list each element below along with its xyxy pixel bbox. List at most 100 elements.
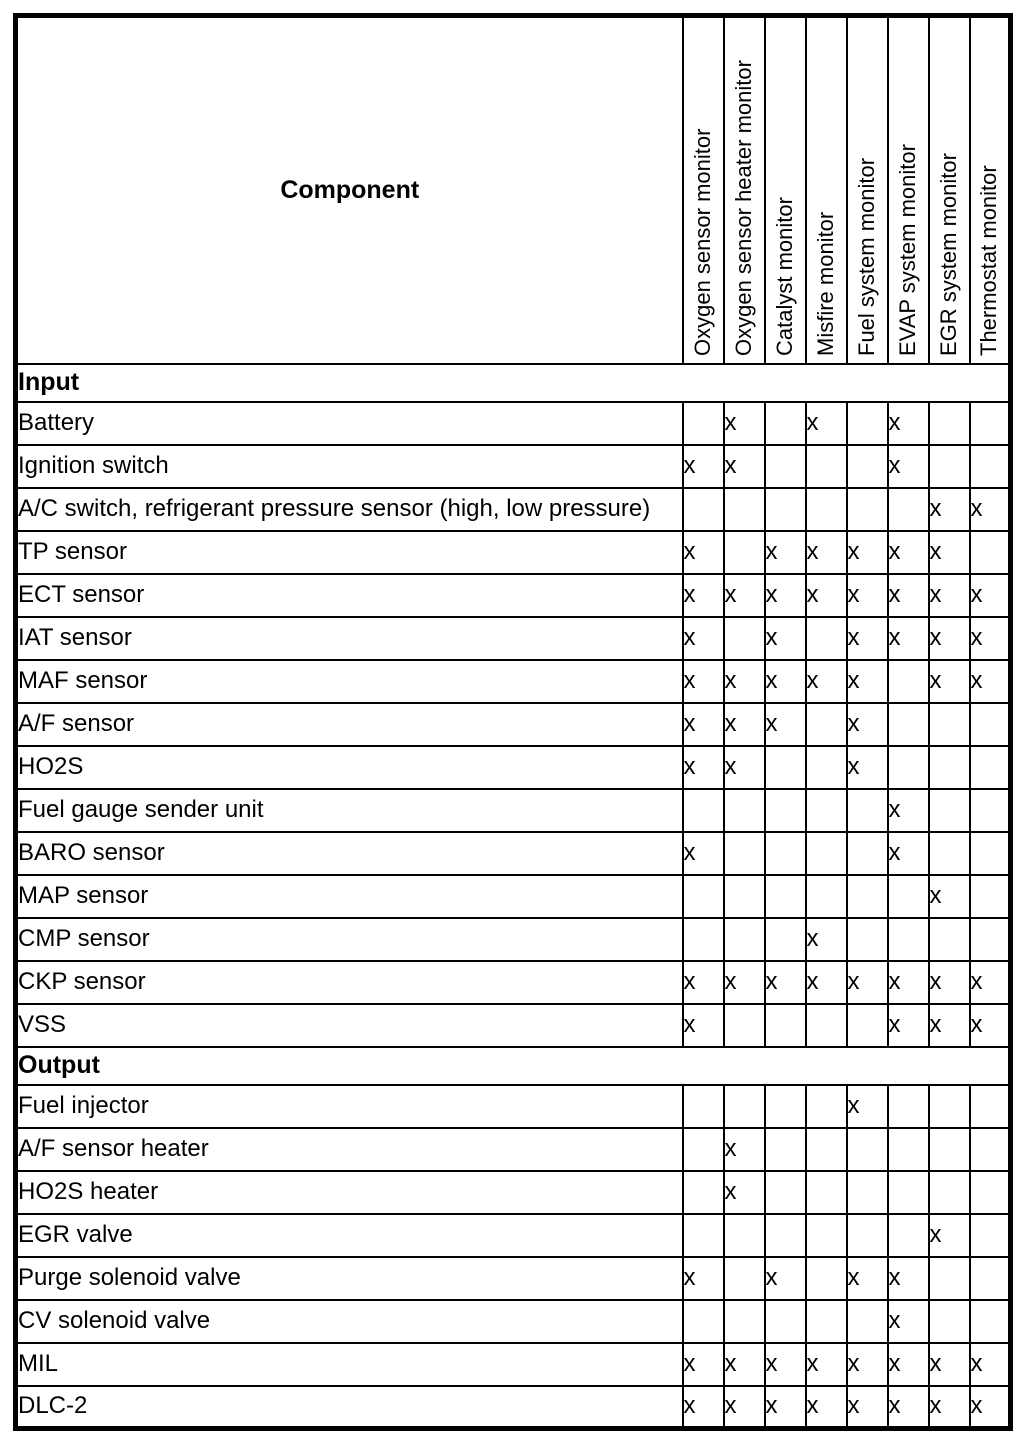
mark-cell-checked: x — [927, 1384, 971, 1430]
mark-cell-empty — [722, 873, 766, 919]
mark-cell-checked: x — [681, 658, 725, 704]
mark-cell-empty — [845, 873, 889, 919]
mark-cell-checked: x — [681, 1341, 725, 1387]
mark-cell-empty — [886, 486, 930, 532]
component-name-cell: MAP sensor — [14, 873, 684, 919]
component-name-cell: Fuel injector — [14, 1083, 684, 1129]
mark-cell-checked: x — [722, 1384, 766, 1430]
mark-cell-checked: x — [722, 701, 766, 747]
mark-cell-empty — [722, 1002, 766, 1048]
mark-cell-empty — [722, 615, 766, 661]
mark-cell-empty — [968, 744, 1012, 790]
mark-cell-empty — [681, 873, 725, 919]
mark-cell-empty — [968, 916, 1012, 962]
mark-cell-checked: x — [722, 658, 766, 704]
mark-cell-checked: x — [763, 529, 807, 575]
mark-cell-empty — [927, 1083, 971, 1129]
mark-cell-empty — [927, 400, 971, 446]
monitor-column-label: Oxygen sensor heater monitor — [731, 59, 756, 356]
mark-cell-empty — [804, 1002, 848, 1048]
mark-cell-empty — [804, 615, 848, 661]
mark-cell-checked: x — [763, 959, 807, 1005]
mark-cell-checked: x — [681, 959, 725, 1005]
mark-cell-checked: x — [845, 1255, 889, 1301]
mark-cell-empty — [804, 1298, 848, 1344]
mark-cell-empty — [845, 830, 889, 876]
mark-cell-empty — [968, 400, 1012, 446]
mark-cell-empty — [804, 1126, 848, 1172]
monitor-column-header-4: Misfire monitor — [804, 14, 848, 365]
mark-cell-checked: x — [681, 830, 725, 876]
mark-cell-checked: x — [927, 1212, 971, 1258]
mark-cell-empty — [968, 1298, 1012, 1344]
mark-cell-empty — [886, 1126, 930, 1172]
mark-cell-empty — [763, 400, 807, 446]
table-row: Fuel gauge sender unit x — [14, 787, 1012, 833]
table-row: ECT sensor x x x x x x x x — [14, 572, 1012, 618]
mark-cell-empty — [927, 701, 971, 747]
section-label: Output — [14, 1045, 1012, 1086]
mark-cell-empty — [927, 916, 971, 962]
mark-cell-checked: x — [968, 959, 1012, 1005]
mark-cell-empty — [804, 1255, 848, 1301]
monitor-column-header-2: Oxygen sensor heater monitor — [722, 14, 766, 365]
mark-cell-checked: x — [845, 1384, 889, 1430]
mark-cell-checked: x — [804, 959, 848, 1005]
mark-cell-checked: x — [927, 529, 971, 575]
component-name-cell: CMP sensor — [14, 916, 684, 962]
monitor-column-label: Misfire monitor — [813, 211, 838, 356]
mark-cell-checked: x — [968, 1341, 1012, 1387]
mark-cell-empty — [886, 1169, 930, 1215]
component-name-cell: MIL — [14, 1341, 684, 1387]
component-name-cell: Purge solenoid valve — [14, 1255, 684, 1301]
mark-cell-empty — [681, 916, 725, 962]
mark-cell-checked: x — [722, 1169, 766, 1215]
mark-cell-checked: x — [845, 572, 889, 618]
mark-cell-checked: x — [927, 572, 971, 618]
mark-cell-empty — [763, 916, 807, 962]
mark-cell-empty — [804, 873, 848, 919]
mark-cell-empty — [845, 1126, 889, 1172]
mark-cell-checked: x — [927, 658, 971, 704]
mark-cell-empty — [722, 830, 766, 876]
mark-cell-checked: x — [722, 744, 766, 790]
mark-cell-empty — [722, 486, 766, 532]
component-name-cell: IAT sensor — [14, 615, 684, 661]
table-row: MAP sensor x — [14, 873, 1012, 919]
mark-cell-empty — [804, 1169, 848, 1215]
mark-cell-empty — [763, 1002, 807, 1048]
mark-cell-checked: x — [763, 1255, 807, 1301]
table-row: CMP sensor x — [14, 916, 1012, 962]
component-header-label: Component — [280, 175, 420, 204]
mark-cell-empty — [927, 787, 971, 833]
mark-cell-checked: x — [804, 572, 848, 618]
mark-cell-checked: x — [804, 529, 848, 575]
mark-cell-empty — [763, 873, 807, 919]
table-row: Purge solenoid valve x x x x — [14, 1255, 1012, 1301]
mark-cell-checked: x — [722, 1341, 766, 1387]
monitor-column-header-6: EVAP system monitor — [886, 14, 930, 365]
mark-cell-empty — [804, 1212, 848, 1258]
mark-cell-empty — [968, 443, 1012, 489]
component-name-cell: MAF sensor — [14, 658, 684, 704]
mark-cell-checked: x — [763, 572, 807, 618]
mark-cell-checked: x — [681, 572, 725, 618]
mark-cell-empty — [845, 1298, 889, 1344]
mark-cell-empty — [927, 744, 971, 790]
mark-cell-empty — [886, 1083, 930, 1129]
mark-cell-empty — [845, 400, 889, 446]
table-row: HO2S x x x — [14, 744, 1012, 790]
table-row: TP sensor x x x x x x — [14, 529, 1012, 575]
section-label: Input — [14, 362, 1012, 403]
table-row: MAF sensor x x x x x x x — [14, 658, 1012, 704]
mark-cell-empty — [763, 1126, 807, 1172]
mark-cell-empty — [681, 787, 725, 833]
mark-cell-empty — [763, 1298, 807, 1344]
mark-cell-empty — [681, 1212, 725, 1258]
table-body: Input Battery x x x Ignition switch x x x A/C swi… — [14, 362, 1012, 1430]
component-name-cell: TP sensor — [14, 529, 684, 575]
mark-cell-checked: x — [886, 400, 930, 446]
mark-cell-empty — [763, 1083, 807, 1129]
mark-cell-empty — [722, 916, 766, 962]
mark-cell-empty — [927, 443, 971, 489]
